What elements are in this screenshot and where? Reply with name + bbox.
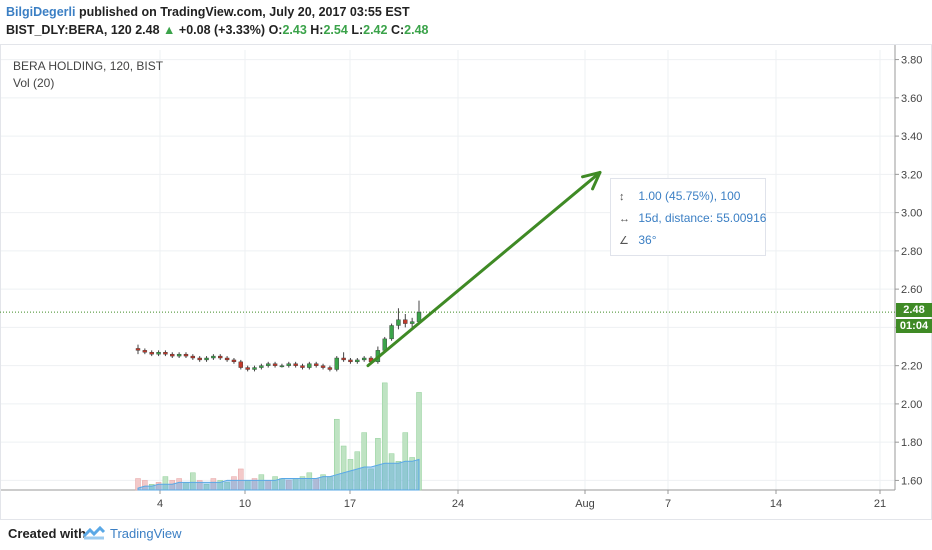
- candle-body: [348, 359, 353, 363]
- created-with-label: Created with: [8, 526, 87, 541]
- chart-area[interactable]: 3.803.603.403.203.002.802.602.402.202.00…: [0, 44, 932, 520]
- candle-body: [238, 361, 244, 368]
- open-value: 2.43: [282, 23, 307, 37]
- candle-body: [149, 352, 154, 355]
- last-price: 2.48: [135, 23, 160, 37]
- x-tick-label: 17: [344, 498, 356, 510]
- candle-body: [142, 350, 148, 353]
- candle-body: [361, 357, 367, 361]
- candle-body: [341, 357, 346, 361]
- y-tick-label: 3.80: [901, 55, 922, 67]
- footer: Created with TradingView: [0, 520, 932, 550]
- y-tick-label: 3.00: [901, 208, 922, 220]
- candle-body: [355, 359, 360, 363]
- chart-legend: BERA HOLDING, 120, BIST Vol (20): [13, 58, 163, 92]
- y-tick-label: 2.80: [901, 246, 922, 258]
- candle-body: [176, 353, 182, 357]
- candle-body: [272, 363, 278, 366]
- candle-body: [259, 365, 264, 368]
- candle-body: [224, 357, 230, 361]
- publish-text: published on TradingView.com, July 20, 2…: [78, 5, 410, 19]
- x-tick-label: Aug: [575, 498, 595, 510]
- measure-angle-row: ∠ 36°: [619, 233, 657, 251]
- candle-body: [266, 363, 271, 366]
- tradingview-link[interactable]: TradingView: [110, 526, 182, 541]
- candle-body: [293, 363, 298, 366]
- x-tick-label: 7: [665, 498, 671, 510]
- candle-body: [245, 367, 250, 370]
- y-tick-label: 2.20: [901, 361, 922, 373]
- low-value: 2.42: [363, 23, 388, 37]
- y-tick-label: 2.60: [901, 284, 922, 296]
- candle-body: [313, 363, 319, 366]
- author-link[interactable]: BilgiDegerli: [6, 5, 76, 19]
- close-label: C:: [390, 23, 405, 37]
- y-tick-label: 1.80: [901, 437, 922, 449]
- measure-info-box: ↕ 1.00 (45.75%), 100 ↔ 15d, distance: 55…: [610, 178, 766, 256]
- candle-body: [307, 363, 312, 368]
- x-tick-label: 24: [452, 498, 464, 510]
- y-tick-label: 3.40: [901, 131, 922, 143]
- candle-body: [409, 321, 415, 324]
- low-label: L:: [351, 23, 364, 37]
- open-label: O:: [268, 23, 283, 37]
- price-change: +0.08 (+3.33%): [178, 23, 266, 37]
- x-tick-label: 21: [874, 498, 886, 510]
- candle-body: [183, 353, 189, 357]
- candle-body: [396, 319, 401, 326]
- measure-angle-text: 36°: [638, 233, 657, 247]
- candle-body: [231, 359, 237, 363]
- measure-time-text: 15d, distance: 55.00916: [638, 211, 767, 225]
- legend-indicator[interactable]: Vol (20): [13, 76, 55, 90]
- candle-body: [320, 365, 326, 368]
- y-tick-label: 2.00: [901, 399, 922, 411]
- candle-body: [190, 355, 196, 359]
- quote-line: BIST_DLY:BERA, 120 2.48 ▲ +0.08 (+3.33%)…: [6, 23, 429, 37]
- up-arrow-icon: ▲: [163, 23, 176, 37]
- chart-header: BilgiDegerli published on TradingView.co…: [0, 0, 932, 44]
- candle-body: [334, 357, 339, 370]
- candle-body: [156, 352, 161, 355]
- measure-price-text: 1.00 (45.75%), 100: [638, 189, 741, 203]
- candle-body: [170, 353, 175, 357]
- candle-body: [197, 357, 202, 361]
- trend-arrow-head: [581, 170, 602, 191]
- trend-arrow-line: [366, 170, 602, 368]
- high-value: 2.54: [323, 23, 348, 37]
- horizontal-range-icon: ↔: [619, 213, 630, 225]
- candle-body: [389, 325, 394, 340]
- candle-body: [163, 352, 168, 355]
- chart-background: [0, 44, 932, 520]
- tradingview-logo-icon[interactable]: [82, 524, 106, 542]
- y-tick-label: 3.20: [901, 169, 922, 181]
- last-price-tag: 2.48: [896, 303, 932, 317]
- countdown-tag: 01:04: [896, 319, 932, 333]
- x-tick-label: 4: [157, 498, 163, 510]
- close-value: 2.48: [404, 23, 429, 37]
- candle-body: [300, 365, 305, 368]
- high-label: H:: [310, 23, 324, 37]
- measure-time-row: ↔ 15d, distance: 55.00916: [619, 211, 766, 229]
- candle-body: [211, 355, 216, 359]
- legend-title: BERA HOLDING, 120, BIST: [13, 59, 164, 73]
- angle-icon: ∠: [619, 235, 629, 247]
- candle-body: [279, 365, 285, 368]
- candle-body: [252, 367, 257, 370]
- candle-body: [327, 367, 333, 370]
- candle-body: [204, 357, 209, 361]
- volume-ma-area: [137, 458, 420, 491]
- y-tick-label: 1.60: [901, 475, 922, 487]
- candle-body: [218, 355, 223, 359]
- symbol-label: BIST_DLY:BERA, 120: [6, 23, 132, 37]
- candle-body: [135, 348, 141, 351]
- x-tick-label: 10: [239, 498, 251, 510]
- candle-body: [286, 363, 291, 366]
- x-tick-label: 14: [770, 498, 782, 510]
- vertical-range-icon: ↕: [619, 191, 625, 203]
- price-chart[interactable]: 3.803.603.403.203.002.802.602.402.202.00…: [0, 44, 932, 520]
- candle-body: [403, 319, 408, 324]
- y-tick-label: 3.60: [901, 93, 922, 105]
- publish-line: BilgiDegerli published on TradingView.co…: [6, 5, 410, 19]
- measure-price-row: ↕ 1.00 (45.75%), 100: [619, 189, 740, 207]
